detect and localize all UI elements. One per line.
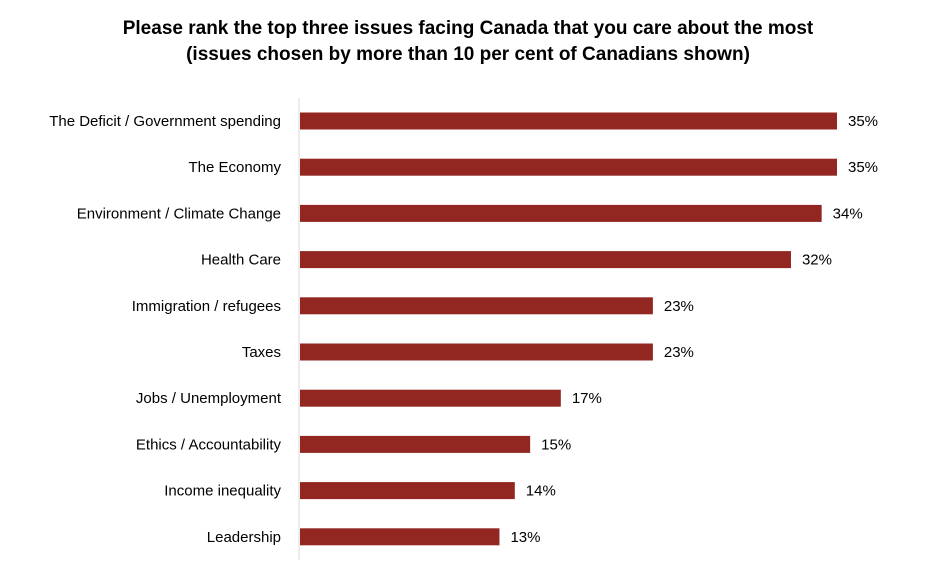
- category-label: Income inequality: [164, 483, 281, 500]
- data-label: 34%: [833, 205, 863, 222]
- chart-title-line1: Please rank the top three issues facing …: [122, 18, 814, 39]
- data-label: 35%: [848, 113, 878, 130]
- category-label: The Deficit / Government spending: [49, 113, 281, 130]
- category-label: The Economy: [188, 159, 281, 176]
- category-label: Jobs / Unemployment: [136, 390, 282, 407]
- data-label: 23%: [664, 344, 694, 361]
- data-label: 13%: [510, 529, 540, 546]
- bar: [300, 112, 837, 130]
- bar: [300, 251, 791, 269]
- chart-title: Please rank the top three issues facing …: [0, 16, 936, 68]
- bar: [300, 482, 515, 500]
- bar: [300, 204, 822, 222]
- data-label: 15%: [541, 436, 571, 453]
- bar: [300, 343, 653, 361]
- bar: [300, 435, 531, 453]
- bar: [300, 528, 500, 546]
- category-label: Taxes: [242, 344, 281, 361]
- data-label: 32%: [802, 252, 832, 269]
- data-label: 14%: [526, 483, 556, 500]
- category-label: Immigration / refugees: [132, 298, 281, 315]
- bar: [300, 389, 561, 407]
- category-label: Health Care: [201, 252, 281, 269]
- chart-subtitle: (issues chosen by more than 10 per cent …: [186, 44, 750, 65]
- data-label: 23%: [664, 298, 694, 315]
- data-label: 35%: [848, 159, 878, 176]
- category-label: Leadership: [207, 529, 281, 546]
- data-label: 17%: [572, 390, 602, 407]
- bar: [300, 297, 653, 315]
- bars-group: The Deficit / Government spending 35% The …: [49, 112, 878, 546]
- bar: [300, 158, 837, 176]
- category-label: Ethics / Accountability: [136, 436, 282, 453]
- category-label: Environment / Climate Change: [77, 205, 281, 222]
